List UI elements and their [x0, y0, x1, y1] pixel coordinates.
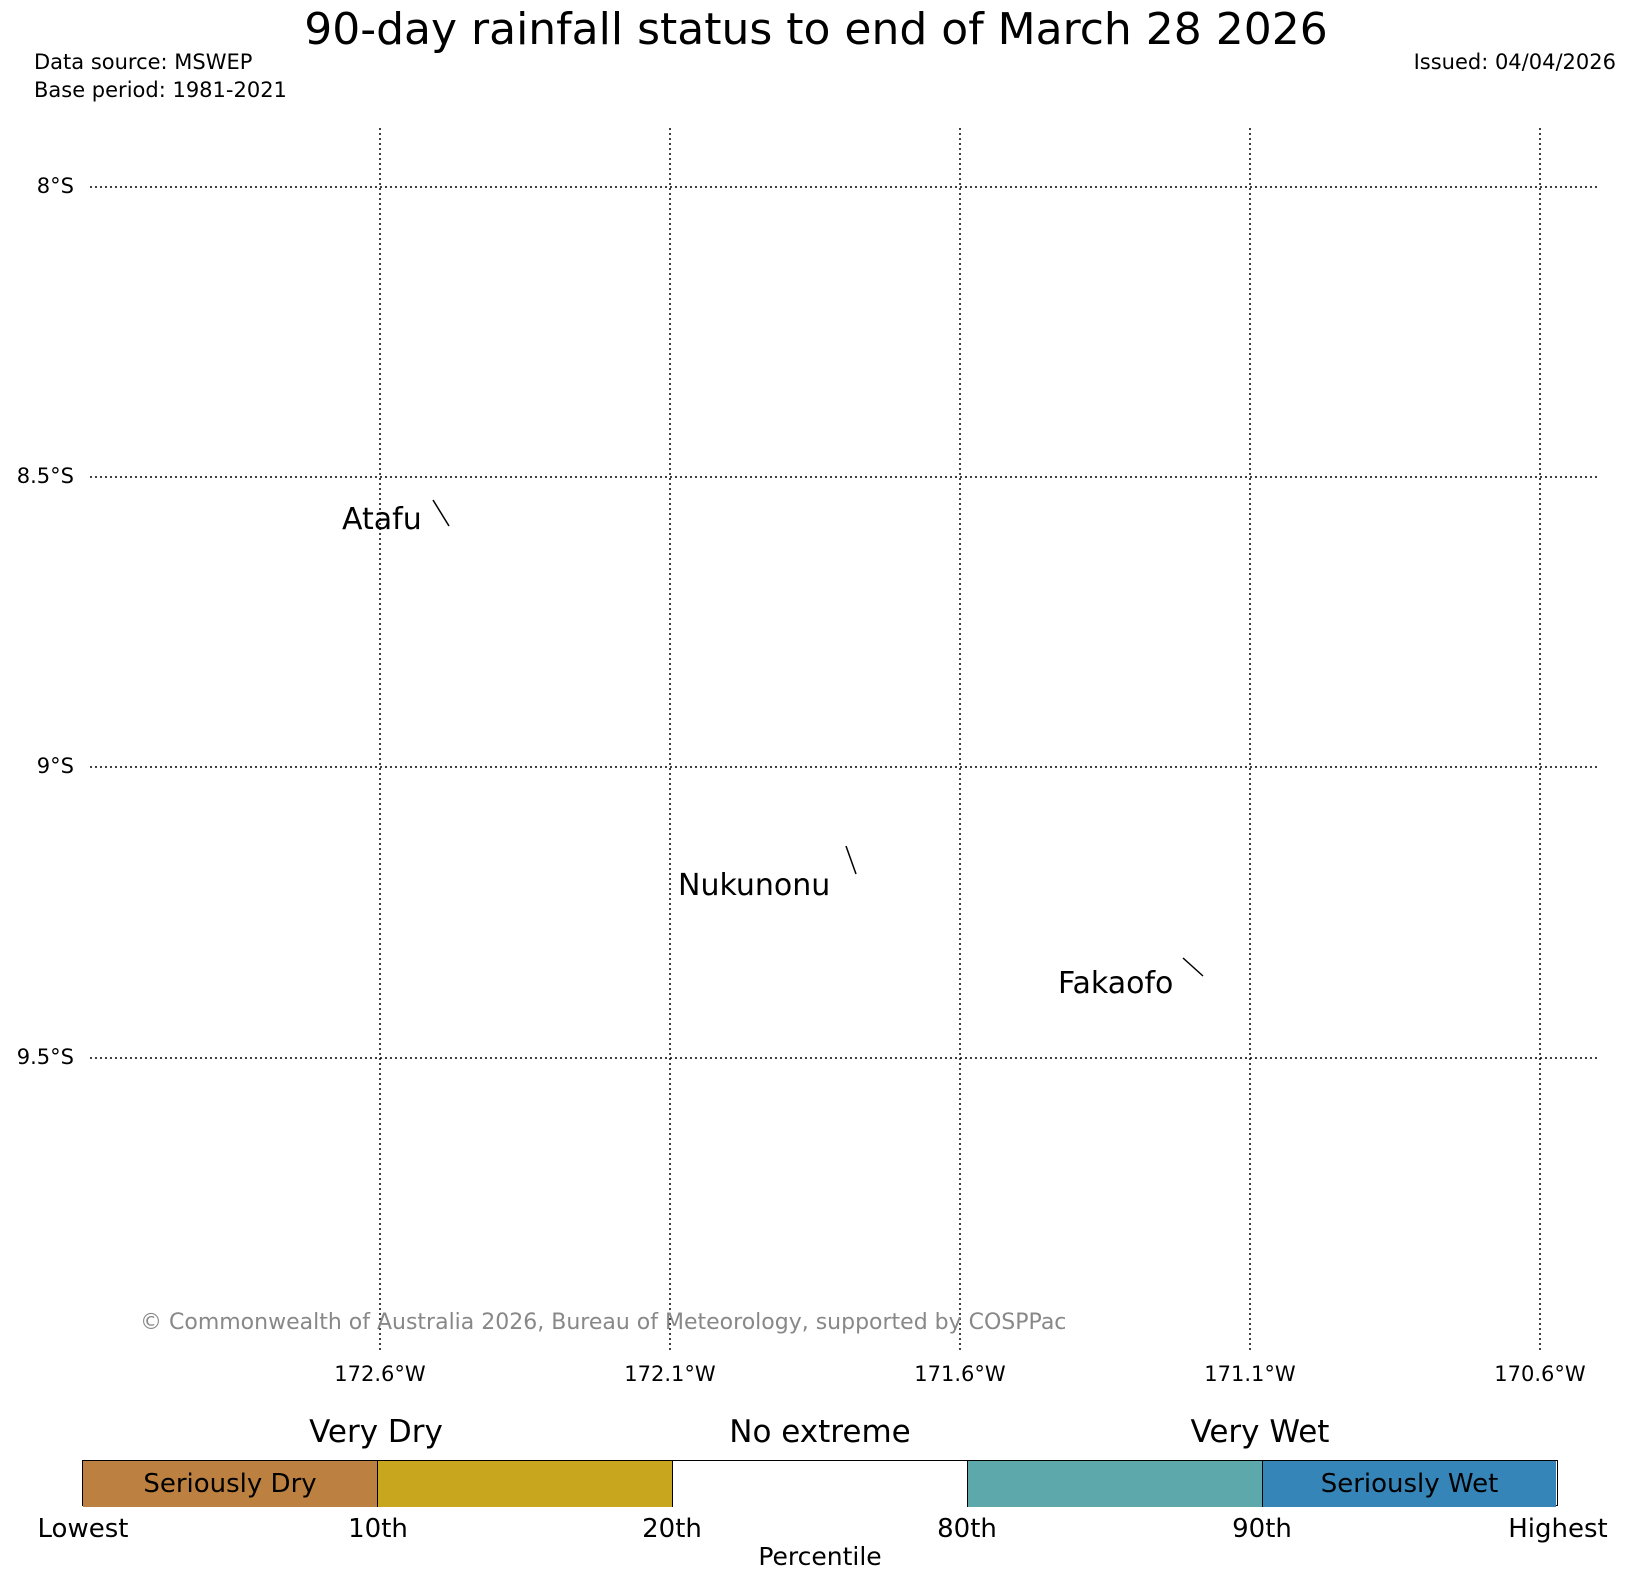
copyright-credit: © Commonwealth of Australia 2026, Bureau…: [140, 1310, 1067, 1335]
issued-date-text: Issued: 04/04/2026: [1413, 50, 1616, 74]
lon-label-172-6w: 172.6°W: [334, 1362, 426, 1386]
lat-label-9-5s: 9.5°S: [16, 1045, 74, 1069]
legend-segment-seriously-dry: Seriously Dry: [83, 1461, 378, 1507]
legend-tick-90th: 90th: [1232, 1514, 1292, 1544]
island-label-nukunonu: Nukunonu: [678, 868, 831, 903]
legend-segment-label-seriously-wet: Seriously Wet: [1320, 1469, 1499, 1499]
island-label-fakaofo: Fakaofo: [1058, 966, 1174, 1001]
legend-tick-20th: 20th: [642, 1514, 702, 1544]
lat-label-8s: 8°S: [36, 174, 74, 198]
island-label-atafu: Atafu: [342, 502, 422, 537]
legend-category-no-extreme: No extreme: [729, 1414, 911, 1450]
page-title: 90-day rainfall status to end of March 2…: [304, 4, 1328, 55]
legend-tick-80th: 80th: [937, 1514, 997, 1544]
fakaofo-atoll-shape: [1182, 957, 1204, 977]
legend-segment-label-seriously-dry: Seriously Dry: [143, 1469, 317, 1499]
legend-segment-seriously-wet: Seriously Wet: [1263, 1461, 1556, 1507]
legend-colorbar: Seriously Dry Seriously Wet: [82, 1460, 1558, 1507]
legend-segment-very-wet: [968, 1461, 1263, 1507]
nukunonu-atoll-shape: [845, 845, 857, 875]
data-source-text: Data source: MSWEP: [34, 50, 253, 74]
lon-label-171-1w: 171.1°W: [1204, 1362, 1296, 1386]
legend-tick-10th: 10th: [348, 1514, 408, 1544]
legend-category-very-wet: Very Wet: [1190, 1414, 1330, 1450]
legend-axis-label: Percentile: [758, 1542, 882, 1571]
lat-label-9s: 9°S: [36, 754, 74, 778]
legend-segment-no-extreme: [673, 1461, 968, 1507]
legend-tick-lowest: Lowest: [37, 1514, 129, 1544]
legend-category-very-dry: Very Dry: [309, 1414, 443, 1450]
lon-label-170-6w: 170.6°W: [1494, 1362, 1586, 1386]
lon-label-171-6w: 171.6°W: [914, 1362, 1006, 1386]
lon-label-172-1w: 172.1°W: [624, 1362, 716, 1386]
legend-tick-highest: Highest: [1508, 1514, 1608, 1544]
legend-segment-very-dry: [378, 1461, 673, 1507]
base-period-text: Base period: 1981-2021: [34, 78, 287, 102]
lat-label-8-5s: 8.5°S: [16, 464, 74, 488]
atafu-atoll-shape: [432, 499, 450, 527]
